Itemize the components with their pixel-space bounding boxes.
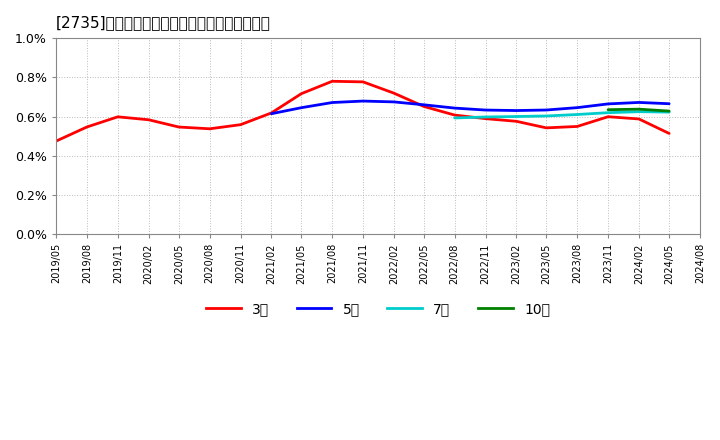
Legend: 3年, 5年, 7年, 10年: 3年, 5年, 7年, 10年	[200, 296, 556, 321]
Text: [2735]　当期純利益マージンの標準偏差の推移: [2735] 当期純利益マージンの標準偏差の推移	[56, 15, 271, 30]
